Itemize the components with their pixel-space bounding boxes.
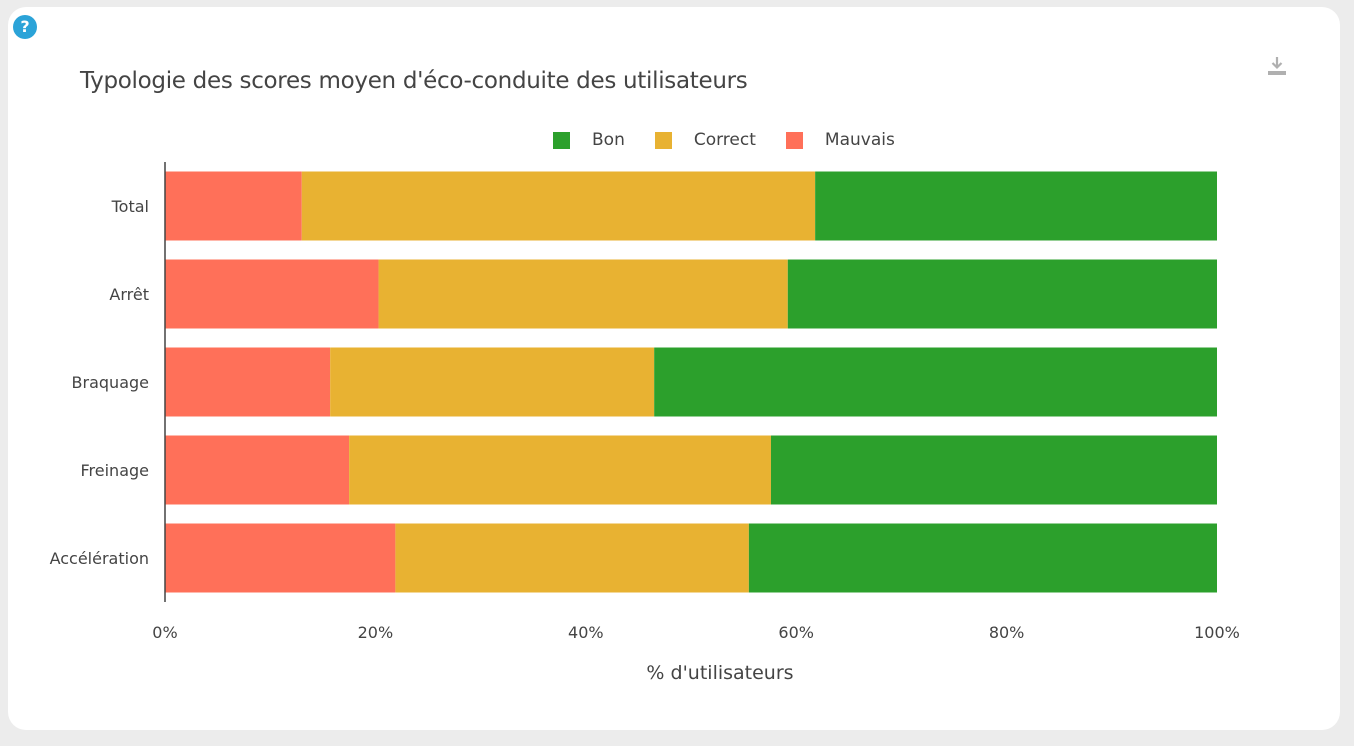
x-tick-label-2: 40% — [568, 623, 604, 642]
y-tick-label-3: Freinage — [81, 461, 150, 480]
bar-correct-0[interactable] — [301, 171, 816, 241]
bar-bon-4[interactable] — [748, 523, 1217, 593]
help-icon[interactable]: ? — [13, 15, 37, 39]
bar-bon-1[interactable] — [787, 259, 1217, 329]
y-tick-label-4: Accélération — [50, 549, 149, 568]
legend-item-correct[interactable]: Correct — [654, 130, 756, 150]
legend-swatch-bon — [553, 131, 570, 149]
legend-swatch-mauvais — [785, 131, 803, 149]
legend-item-bon[interactable]: Bon — [553, 130, 625, 150]
legend-label-correct: Correct — [693, 130, 756, 150]
bar-correct-3[interactable] — [349, 435, 771, 505]
x-tick-label-0: 0% — [152, 623, 177, 642]
x-axis-title: % d'utilisateurs — [646, 662, 794, 684]
x-tick-label-3: 60% — [778, 623, 814, 642]
bar-mauvais-0[interactable] — [165, 171, 302, 241]
x-tick-label-5: 100% — [1194, 623, 1240, 642]
chart-title: Typologie des scores moyen d'éco-conduit… — [80, 68, 748, 94]
y-tick-label-2: Braquage — [72, 373, 149, 392]
bar-mauvais-2[interactable] — [165, 347, 331, 417]
bar-correct-1[interactable] — [378, 259, 788, 329]
bar-correct-2[interactable] — [330, 347, 655, 417]
bar-correct-4[interactable] — [395, 523, 749, 593]
x-tick-label-4: 80% — [989, 623, 1025, 642]
bar-mauvais-3[interactable] — [165, 435, 350, 505]
bar-bon-0[interactable] — [815, 171, 1217, 241]
y-tick-label-0: Total — [111, 197, 149, 216]
bar-bon-2[interactable] — [654, 347, 1217, 417]
x-tick-label-1: 20% — [358, 623, 394, 642]
bar-bon-3[interactable] — [770, 435, 1217, 505]
legend-item-mauvais[interactable]: Mauvais — [785, 130, 895, 150]
y-tick-label-1: Arrêt — [109, 285, 149, 304]
legend: Bon Correct Mauvais — [553, 130, 925, 150]
bar-mauvais-4[interactable] — [165, 523, 396, 593]
download-icon[interactable] — [1266, 55, 1288, 77]
bar-mauvais-1[interactable] — [165, 259, 379, 329]
legend-label-bon: Bon — [592, 130, 625, 150]
legend-label-mauvais: Mauvais — [824, 130, 895, 150]
legend-swatch-correct — [654, 131, 672, 149]
